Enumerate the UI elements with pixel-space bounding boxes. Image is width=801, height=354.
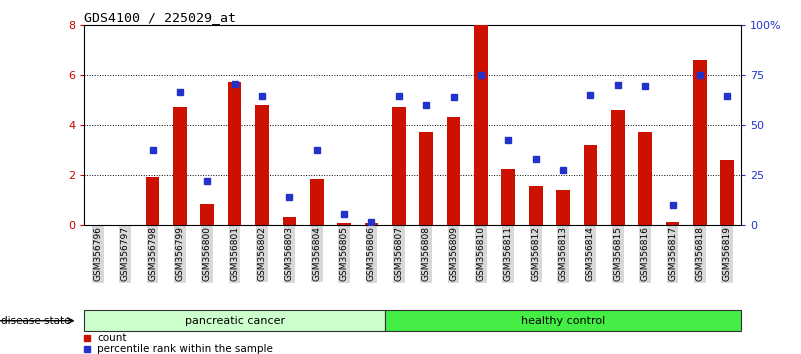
Text: pancreatic cancer: pancreatic cancer bbox=[184, 316, 284, 326]
Text: disease state: disease state bbox=[1, 316, 70, 326]
Bar bbox=[392, 107, 405, 225]
Bar bbox=[364, 223, 378, 225]
Bar bbox=[256, 105, 269, 225]
Bar bbox=[720, 160, 734, 225]
Text: percentile rank within the sample: percentile rank within the sample bbox=[97, 344, 273, 354]
Bar bbox=[447, 117, 461, 225]
Bar bbox=[666, 222, 679, 225]
Bar bbox=[337, 223, 351, 225]
Bar bbox=[420, 132, 433, 225]
Bar bbox=[385, 310, 741, 331]
Bar bbox=[200, 204, 214, 225]
Bar bbox=[611, 110, 625, 225]
Bar bbox=[638, 132, 652, 225]
Text: count: count bbox=[97, 333, 127, 343]
Text: GDS4100 / 225029_at: GDS4100 / 225029_at bbox=[84, 11, 236, 24]
Text: healthy control: healthy control bbox=[521, 316, 606, 326]
Bar bbox=[584, 145, 598, 225]
Bar bbox=[529, 186, 542, 225]
Bar bbox=[283, 217, 296, 225]
Bar bbox=[474, 25, 488, 225]
Bar bbox=[84, 310, 385, 331]
Bar bbox=[146, 177, 159, 225]
Bar bbox=[693, 60, 706, 225]
Bar bbox=[501, 169, 515, 225]
Bar bbox=[556, 190, 570, 225]
Bar bbox=[173, 107, 187, 225]
Bar bbox=[227, 82, 241, 225]
Bar bbox=[310, 178, 324, 225]
